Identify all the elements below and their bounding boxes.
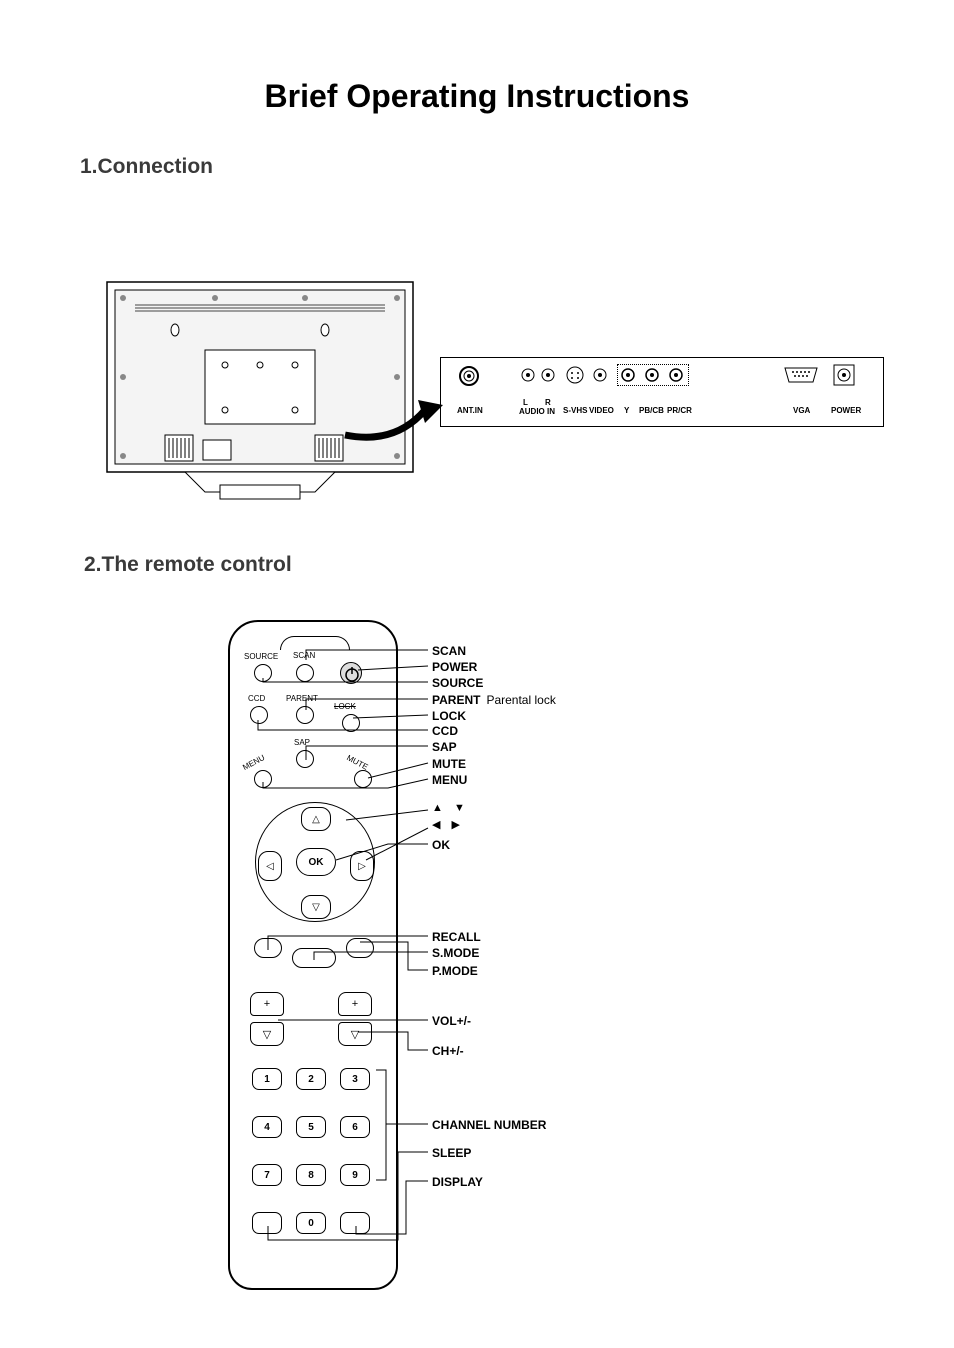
callout-display: DISPLAY xyxy=(432,1175,483,1189)
callout-arrows-ud: ▲ ▼ xyxy=(432,802,469,814)
callout-pmode: P.MODE xyxy=(432,964,478,978)
page-title: Brief Operating Instructions xyxy=(0,78,954,115)
section-2-heading: 2.The remote control xyxy=(84,553,292,577)
monitor-back-diagram xyxy=(105,280,415,500)
audio-r-label: R xyxy=(545,398,551,407)
y-label: Y xyxy=(624,406,629,415)
callout-parent: PARENTParental lock xyxy=(432,693,556,707)
svhs-label: S-VHS xyxy=(563,406,587,415)
callout-ccd: CCD xyxy=(432,724,458,738)
callout-channel-number: CHANNEL NUMBER xyxy=(432,1118,546,1132)
prcr-label: PR/CR xyxy=(667,406,692,415)
callout-smode: S.MODE xyxy=(432,946,479,960)
callout-arrows-lr: ◀ ▶ xyxy=(432,818,464,831)
pbcb-label: PB/CB xyxy=(639,406,664,415)
callout-scan: SCAN xyxy=(432,644,466,658)
callout-menu: MENU xyxy=(432,773,467,787)
audio-l-label: L xyxy=(523,398,528,407)
callout-ch: CH+/- xyxy=(432,1044,464,1058)
callout-sap: SAP xyxy=(432,740,457,754)
connector-panel: ANT.IN L R AUDIO IN S-VHS VIDEO Y PB/CB … xyxy=(440,357,884,427)
callout-labels: SCAN POWER SOURCE PARENTParental lock LO… xyxy=(398,620,698,1290)
ant-in-label: ANT.IN xyxy=(457,406,483,415)
callout-lock: LOCK xyxy=(432,709,466,723)
callout-power: POWER xyxy=(432,660,477,674)
callout-source: SOURCE xyxy=(432,676,483,690)
callout-vol: VOL+/- xyxy=(432,1014,471,1028)
arrow-icon xyxy=(340,395,450,445)
callout-sleep: SLEEP xyxy=(432,1146,471,1160)
section-1-heading: 1.Connection xyxy=(80,155,213,179)
callout-recall: RECALL xyxy=(432,930,481,944)
callout-ok: OK xyxy=(432,838,450,852)
video-label: VIDEO xyxy=(589,406,614,415)
audio-in-label: AUDIO IN xyxy=(519,407,555,416)
power-label: POWER xyxy=(831,406,861,415)
callout-mute: MUTE xyxy=(432,757,466,771)
vga-label: VGA xyxy=(793,406,810,415)
